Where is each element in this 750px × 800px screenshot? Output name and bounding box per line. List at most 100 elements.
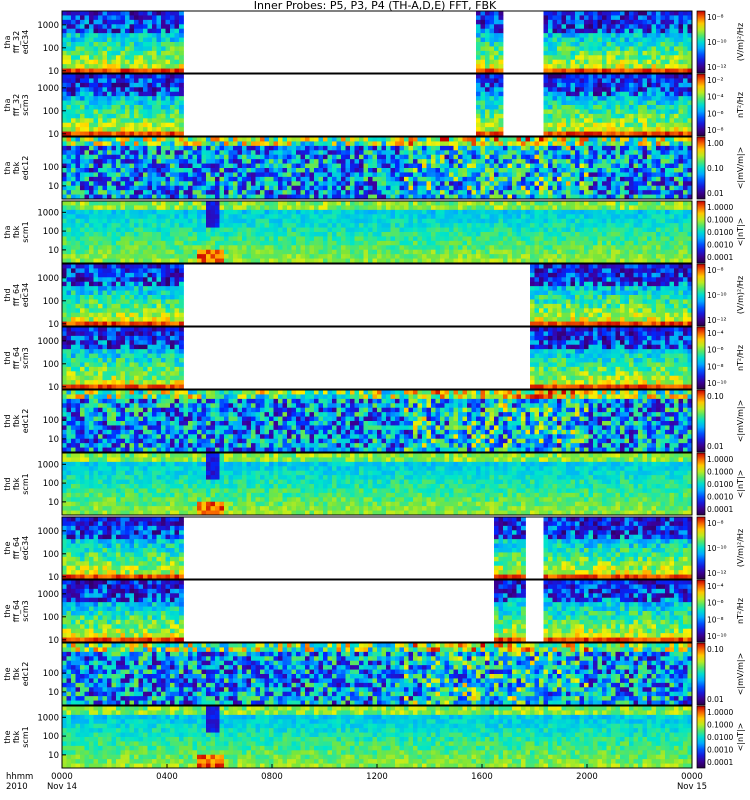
- spectrogram-cell: [557, 19, 562, 25]
- spectrogram-cell: [561, 59, 567, 65]
- spectrogram-cell: [197, 223, 202, 228]
- spectrogram-cell: [269, 190, 274, 195]
- spectrogram-cell: [521, 154, 526, 160]
- spectrogram-cell: [66, 258, 72, 264]
- colorbar-tick-label: 10⁻⁸: [707, 126, 724, 135]
- spectrogram-cell: [165, 223, 171, 228]
- spectrogram-cell: [237, 245, 243, 251]
- spectrogram-cell: [656, 159, 661, 164]
- spectrogram-cell: [251, 150, 256, 156]
- spectrogram-cell: [75, 218, 81, 224]
- spectrogram-cell: [395, 214, 400, 220]
- spectrogram-cell: [327, 159, 333, 164]
- spectrogram-cell: [413, 159, 418, 164]
- spectrogram-cell: [269, 176, 274, 182]
- spectrogram-cell: [332, 249, 337, 255]
- spectrogram-cell: [593, 185, 598, 191]
- spectrogram-cell: [426, 159, 432, 164]
- spectrogram-cell: [687, 11, 693, 16]
- spectrogram-cell: [498, 11, 504, 16]
- spectrogram-cell: [656, 68, 661, 74]
- spectrogram-cell: [161, 113, 166, 119]
- spectrogram-cell: [507, 154, 513, 160]
- spectrogram-cell: [395, 227, 400, 233]
- spectrogram-cell: [251, 141, 256, 147]
- spectrogram-cell: [678, 190, 684, 195]
- spectrogram-cell: [255, 223, 261, 228]
- spectrogram-cell: [125, 249, 130, 255]
- spectrogram-cell: [597, 42, 603, 47]
- spectrogram-cell: [71, 190, 76, 195]
- spectrogram-cell: [201, 176, 207, 182]
- spectrogram-cell: [93, 245, 99, 251]
- spectrogram-cell: [570, 105, 576, 110]
- spectrogram-cell: [161, 218, 166, 224]
- spectrogram-cell: [71, 172, 76, 178]
- spectrogram-cell: [102, 194, 108, 200]
- spectrogram-cell: [629, 141, 634, 147]
- spectrogram-cell: [152, 145, 157, 151]
- spectrogram-cell: [147, 232, 153, 237]
- spectrogram-cell: [683, 145, 688, 151]
- spectrogram-cell: [584, 37, 589, 43]
- spectrogram-cell: [93, 185, 99, 191]
- spectrogram-cell: [494, 74, 499, 79]
- spectrogram-cell: [260, 168, 265, 173]
- spectrogram-cell: [534, 172, 540, 178]
- spectrogram-cell: [156, 15, 162, 21]
- spectrogram-cell: [449, 172, 454, 178]
- spectrogram-cell: [201, 194, 207, 200]
- spectrogram-cell: [471, 141, 477, 147]
- spectrogram-cell: [566, 37, 571, 43]
- spectrogram-cell: [386, 181, 391, 187]
- spectrogram-cell: [557, 105, 562, 110]
- spectrogram-cell: [98, 201, 103, 206]
- spectrogram-cell: [287, 236, 292, 242]
- spectrogram-cell: [611, 168, 616, 173]
- spectrogram-cell: [120, 218, 126, 224]
- spectrogram-cell: [687, 24, 693, 30]
- spectrogram-cell: [305, 258, 310, 264]
- spectrogram-cell: [215, 245, 220, 251]
- spectrogram-cell: [620, 190, 625, 195]
- spectrogram-cell: [422, 176, 427, 182]
- spectrogram-cell: [278, 159, 283, 164]
- spectrogram-cell: [80, 159, 85, 164]
- spectrogram-cell: [107, 176, 112, 182]
- spectrogram-cell: [278, 218, 283, 224]
- spectrogram-cell: [642, 185, 648, 191]
- spectrogram-cell: [75, 64, 81, 69]
- spectrogram-cell: [291, 168, 297, 173]
- spectrogram-cell: [170, 190, 175, 195]
- spectrogram-cell: [435, 185, 441, 191]
- spectrogram-cell: [602, 82, 607, 88]
- spectrogram-cell: [417, 163, 423, 169]
- spectrogram-cell: [170, 201, 175, 206]
- spectrogram-cell: [269, 145, 274, 151]
- spectrogram-cell: [129, 205, 135, 211]
- spectrogram-cell: [647, 74, 652, 79]
- spectrogram-cell: [584, 15, 589, 21]
- spectrogram-cell: [170, 82, 175, 88]
- spectrogram-cell: [651, 28, 657, 34]
- spectrogram-cell: [665, 33, 670, 38]
- spectrogram-cell: [575, 87, 580, 93]
- spectrogram-cell: [485, 118, 490, 124]
- spectrogram-cell: [183, 201, 189, 206]
- spectrogram-cell: [377, 154, 382, 160]
- spectrogram-cell: [93, 19, 99, 25]
- spectrogram-cell: [687, 46, 693, 52]
- spectrogram-cell: [251, 168, 256, 173]
- spectrogram-cell: [575, 181, 580, 187]
- spectrogram-cell: [467, 176, 472, 182]
- spectrogram-cell: [629, 68, 634, 74]
- spectrogram-cell: [332, 194, 337, 200]
- spectrogram-cell: [593, 87, 598, 93]
- spectrogram-cell: [539, 168, 544, 173]
- spectrogram-cell: [129, 68, 135, 74]
- spectrogram-cell: [242, 236, 247, 242]
- spectrogram-cell: [525, 154, 531, 160]
- spectrogram-cell: [669, 141, 675, 147]
- spectrogram-cell: [129, 150, 135, 156]
- spectrogram-cell: [116, 78, 121, 84]
